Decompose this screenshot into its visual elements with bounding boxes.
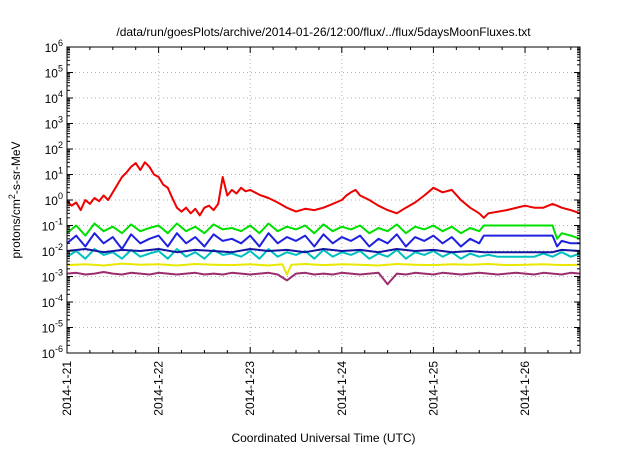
y-tick-exponent: -6 [55, 344, 63, 354]
y-label-sup: 2 [7, 194, 17, 199]
y-tick-base: 10 [45, 118, 59, 132]
y-tick-exponent: 0 [58, 191, 63, 201]
x-axis-label: Coordinated Universal Time (UTC) [231, 431, 415, 445]
y-tick-label: 106 [45, 38, 63, 55]
chart-title: /data/run/goesPlots/archive/2014-01-26/1… [116, 25, 531, 39]
y-tick-base: 10 [45, 92, 59, 106]
y-tick-base: 10 [42, 271, 56, 285]
y-tick-label: 104 [45, 89, 63, 106]
series-line-4 [66, 222, 581, 240]
y-tick-label: 10-5 [42, 319, 63, 336]
series-line-5 [66, 232, 580, 250]
y-tick-exponent: -3 [55, 268, 63, 278]
y-tick-label: 10-4 [42, 293, 63, 310]
y-tick-base: 10 [42, 220, 56, 234]
series-line-1 [66, 271, 581, 286]
y-tick-label: 101 [45, 166, 63, 183]
x-tick-label: 2014-1-26 [518, 361, 532, 416]
y-tick-exponent: -5 [55, 319, 63, 329]
series-line-2 [66, 262, 581, 276]
x-axis: 2014-1-21 2014-1-22 2014-1-23 2014-1-24 2014… [60, 47, 572, 416]
x-tick-label: 2014-1-23 [243, 361, 257, 416]
y-tick-base: 10 [45, 41, 59, 55]
y-tick-exponent: 1 [58, 166, 63, 176]
grid [66, 46, 580, 354]
series-group [66, 161, 581, 286]
y-tick-exponent: 3 [58, 115, 63, 125]
y-tick-base: 10 [42, 296, 56, 310]
y-tick-base: 10 [45, 67, 59, 81]
y-tick-label: 10-6 [42, 344, 63, 361]
y-tick-label: 105 [45, 64, 63, 81]
series-line-6 [66, 248, 581, 254]
y-label-pre: protons/cm [9, 199, 23, 258]
x-tick-label: 2014-1-25 [426, 361, 440, 416]
y-tick-label: 10-3 [42, 268, 63, 285]
y-tick-base: 10 [42, 347, 56, 361]
y-tick-label: 100 [45, 191, 63, 208]
y-tick-label: 10-2 [42, 242, 63, 259]
y-tick-base: 10 [42, 322, 56, 336]
y-tick-exponent: 2 [58, 140, 63, 150]
y-tick-exponent: 5 [58, 64, 63, 74]
y-tick-exponent: -1 [55, 217, 63, 227]
y-tick-label: 10-1 [42, 217, 63, 234]
y-tick-base: 10 [45, 194, 59, 208]
y-tick-exponent: -2 [55, 242, 63, 252]
y-tick-label: 103 [45, 115, 63, 132]
y-tick-base: 10 [45, 169, 59, 183]
x-tick-label: 2014-1-22 [152, 361, 166, 416]
x-tick-label: 2014-1-21 [60, 361, 74, 416]
y-tick-exponent: 4 [58, 89, 63, 99]
y-axis: 10610510410310210110010-110-210-310-410-… [42, 38, 580, 361]
y-tick-label: 102 [45, 140, 63, 157]
y-axis-label: protons/cm2-s-sr-MeV [7, 141, 23, 258]
y-tick-exponent: 6 [58, 38, 63, 48]
series-line-7 [66, 161, 581, 219]
y-label-post: -s-sr-MeV [9, 141, 23, 194]
y-tick-base: 10 [42, 245, 56, 259]
y-tick-exponent: -4 [55, 293, 63, 303]
x-tick-label: 2014-1-24 [335, 361, 349, 416]
y-tick-base: 10 [45, 143, 59, 157]
